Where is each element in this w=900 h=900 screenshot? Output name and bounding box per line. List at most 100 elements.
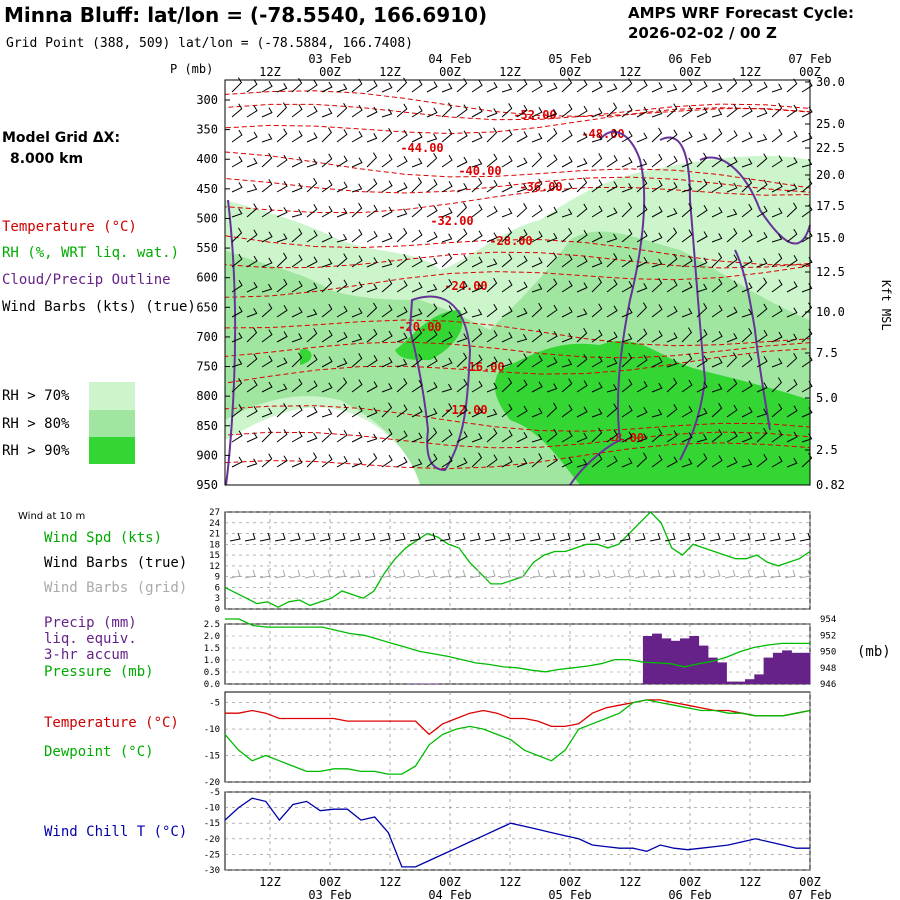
wind-barb (426, 81, 438, 93)
wind-barb (546, 278, 558, 293)
top-date-label: 03 Feb (308, 52, 351, 66)
temp-tick: -15 (204, 752, 220, 762)
precip-tick: 1.0 (204, 656, 220, 666)
wind-barb (246, 157, 258, 168)
wind-barb (291, 431, 303, 443)
wind-barb (726, 182, 738, 193)
wind-barb (261, 381, 273, 393)
legend-rh90: RH > 90% (2, 443, 70, 459)
wind-barb (666, 253, 678, 268)
wind-barb (276, 102, 288, 118)
wind-barb (291, 130, 303, 143)
temp-tick: -10 (204, 725, 220, 735)
panel-frame (224, 511, 811, 610)
wind-barb (786, 307, 798, 318)
wind-barb (771, 403, 783, 418)
wind-barb (411, 282, 423, 293)
wind-barb (486, 304, 498, 318)
panel-frame (224, 791, 811, 871)
wind-barb-true (304, 532, 316, 542)
wind-barb (606, 252, 618, 268)
wind-barb-true (649, 532, 661, 542)
wind-barbs-true-label: Wind Barbs (true) (44, 555, 187, 571)
wind-barb (606, 357, 618, 368)
wind-barbs-grid-label: Wind Barbs (grid) (44, 580, 187, 596)
wind-barb (336, 456, 348, 468)
wind-barb (471, 433, 483, 443)
wind-barb (456, 156, 468, 168)
pressure-tick-label: 350 (196, 123, 218, 137)
wind-barb (426, 205, 438, 218)
wind-barb (441, 403, 453, 418)
wind-barb (246, 281, 258, 293)
wind-barb (771, 181, 783, 193)
precip-label: Precip (mm) (44, 615, 137, 631)
wind-barb (741, 256, 753, 268)
wind-barb (561, 359, 573, 368)
wind-barb (291, 156, 303, 168)
wind-barb (591, 427, 603, 443)
bottom-hour-label: 00Z (439, 875, 461, 889)
wind-barb (771, 207, 783, 218)
wind-barb (396, 404, 408, 418)
wind-barb (531, 231, 543, 243)
wind-barb (636, 230, 648, 243)
wind-barb-true (394, 532, 406, 542)
wind-barb-true (499, 532, 511, 542)
wind-barb (681, 458, 693, 468)
wind-barb-true (589, 532, 601, 542)
wind-barb-true (664, 532, 676, 542)
wind-barb (666, 279, 678, 293)
wind-barb (741, 432, 753, 443)
wind-barb-true (289, 532, 301, 542)
precip-bar (642, 636, 653, 684)
wind-barb (606, 331, 618, 343)
wind-barb (381, 154, 393, 168)
wind-barb (366, 178, 378, 193)
wind-barb (636, 302, 648, 318)
precip-bar (429, 683, 440, 684)
wind-speed-tick: 15 (209, 551, 220, 561)
wind-barb (636, 407, 648, 418)
wind-barb (741, 354, 753, 368)
wind-barb (231, 182, 243, 193)
wind-barb (471, 132, 483, 143)
cloud-outline-right-a (569, 130, 646, 486)
cloud-outline-left (225, 199, 237, 486)
wind-barb (381, 259, 393, 268)
wind-barb (771, 455, 783, 468)
height-axis-title: Kft MSL (879, 280, 893, 331)
wind-barb (696, 152, 708, 168)
legend-wind-barbs: Wind Barbs (kts) (true) (2, 299, 196, 315)
wind-barb (546, 428, 558, 443)
bottom-hour-label: 00Z (319, 875, 341, 889)
wind-barb-grid (289, 569, 301, 579)
wind-barb (306, 204, 318, 218)
wind-barb (516, 379, 528, 393)
wind-barb (666, 103, 678, 118)
wind-barb (726, 306, 738, 318)
wind-barb (651, 454, 663, 468)
precip-bar (420, 683, 430, 684)
top-hour-labels: 12Z 00Z 12Z 00Z 12Z 00Z 12Z 00Z 12Z 00Z (259, 65, 821, 79)
height-ticks: 30.0 25.0 22.5 20.0 17.5 15.0 12.5 10.0 7.5 5.0 2.… (805, 75, 845, 492)
cloud-outline-right-d (734, 249, 771, 431)
wind-barb (666, 358, 678, 368)
wind-barb (621, 183, 633, 193)
wind-barb (591, 355, 603, 368)
wind-speed-label: Wind Spd (kts) (44, 530, 162, 546)
wind-barb (486, 127, 498, 143)
wind-barb-true (544, 532, 556, 542)
wind-barb (291, 378, 303, 393)
wind-barb (786, 202, 798, 218)
precip-bar (763, 657, 774, 684)
wind-barb (456, 378, 468, 393)
wind-barb (336, 155, 348, 168)
wind-barb (471, 158, 483, 168)
wind-barb (246, 184, 258, 193)
wind-barb (426, 257, 438, 268)
top-hour-label: 00Z (319, 65, 341, 79)
precip-tick: 2.0 (204, 632, 220, 642)
wind-barb (771, 377, 783, 393)
pressure-tick-label: 950 (196, 478, 218, 492)
